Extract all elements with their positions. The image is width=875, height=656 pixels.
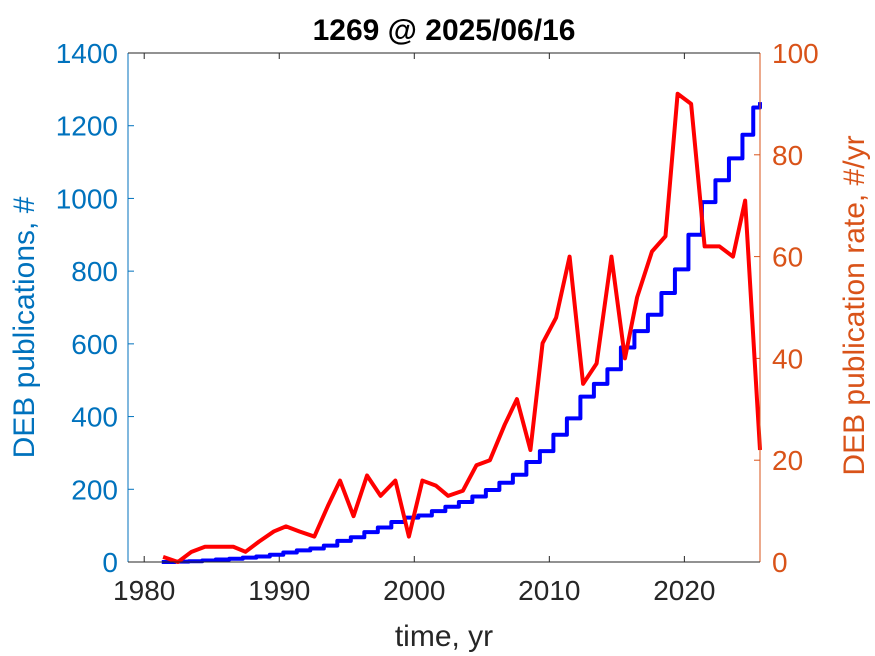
x-axis-label: time, yr	[395, 620, 493, 653]
left-tick-label: 1200	[56, 111, 118, 142]
left-tick-label: 800	[71, 256, 118, 287]
chart-title: 1269 @ 2025/06/16	[313, 14, 576, 47]
x-tick-label: 2000	[383, 575, 445, 606]
left-tick-label: 600	[71, 329, 118, 360]
y-axis-label-right: DEB publication rate, #/yr	[838, 135, 871, 475]
x-tick-label: 2010	[518, 575, 580, 606]
right-tick-label: 80	[772, 140, 803, 171]
right-tick-label: 60	[772, 242, 803, 273]
left-tick-label: 1400	[56, 38, 118, 69]
right-tick-label: 20	[772, 445, 803, 476]
series-layer	[161, 91, 762, 564]
right-tick-label: 100	[772, 38, 819, 69]
left-tick-label: 200	[71, 474, 118, 505]
x-tick-label: 2020	[653, 575, 715, 606]
left-tick-label: 400	[71, 402, 118, 433]
plot-area	[128, 53, 760, 562]
right-tick-label: 0	[772, 547, 788, 578]
cumulative-publications-line	[161, 102, 762, 564]
x-axis-ticks: 1980 1990 2000 2010 2020	[113, 53, 716, 606]
y-axis-label-left: DEB publications, #	[8, 196, 41, 458]
x-tick-label: 1980	[113, 575, 175, 606]
left-axis-ticks: 0 200 400 600 800 1000 1200 1400	[56, 38, 134, 578]
publication-rate-line	[162, 91, 762, 564]
left-tick-label: 1000	[56, 183, 118, 214]
x-tick-label: 1990	[248, 575, 310, 606]
right-axis-ticks: 0 20 40 60 80 100	[754, 38, 819, 578]
left-tick-label: 0	[102, 547, 118, 578]
right-tick-label: 40	[772, 343, 803, 374]
